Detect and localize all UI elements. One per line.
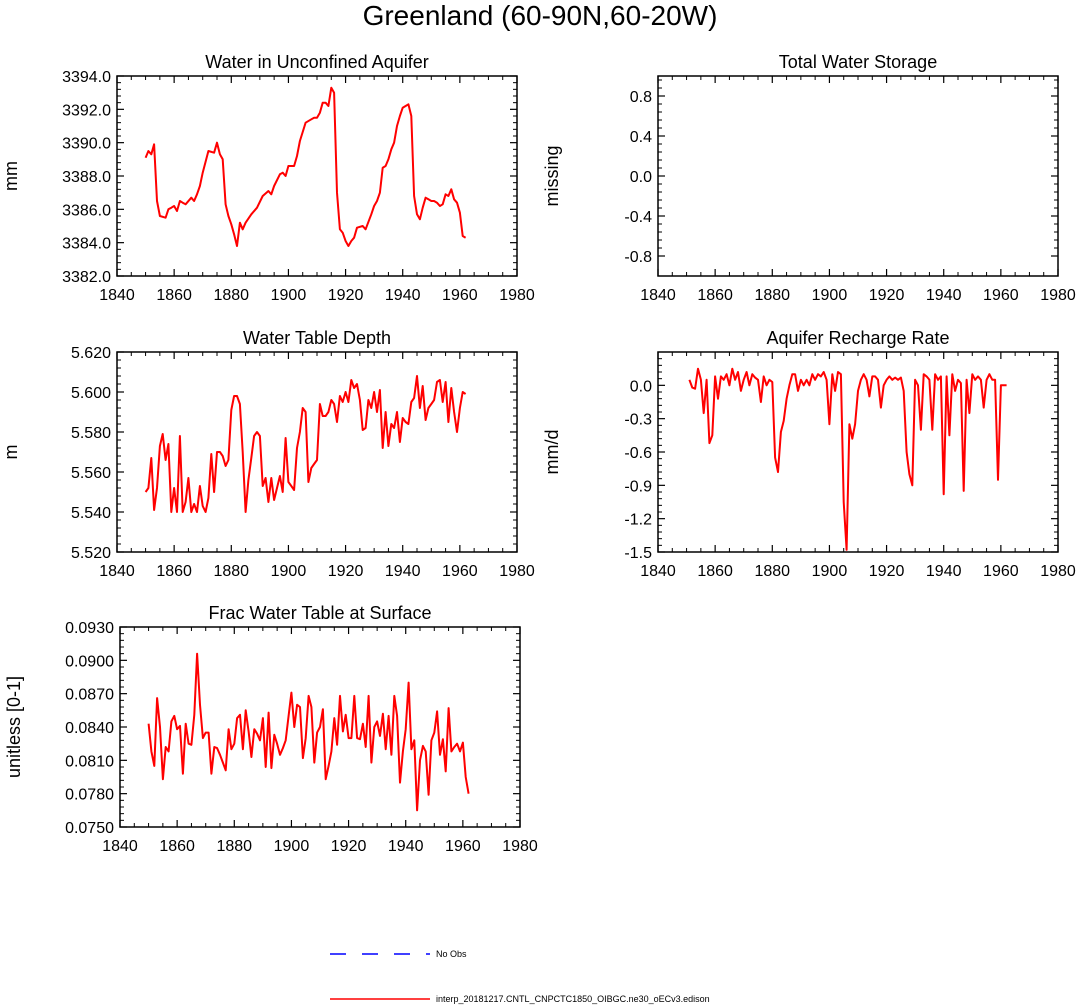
series-line-model <box>688 367 1007 551</box>
x-tick-label: 1840 <box>640 287 676 304</box>
panel-title: Aquifer Recharge Rate <box>766 328 949 348</box>
x-tick-label: 1960 <box>442 287 478 304</box>
y-tick-label: 5.540 <box>71 505 111 522</box>
panel-aquifer-recharge-rate: Aquifer Recharge Rate mm/d 1840 1860 1880 190… <box>542 328 1076 580</box>
x-tick-label: 1880 <box>754 287 790 304</box>
y-tick-label: 0.0930 <box>65 620 114 637</box>
y-tick-label: 0.0 <box>630 378 652 395</box>
x-tick-label: 1840 <box>102 838 138 855</box>
x-tick-label: 1900 <box>812 563 848 580</box>
x-tick-label: 1900 <box>274 838 310 855</box>
x-tick-label: 1900 <box>271 287 307 304</box>
y-axis-label: mm/d <box>542 430 562 475</box>
series-line-model <box>144 375 467 513</box>
x-tick-label: 1980 <box>1040 287 1076 304</box>
panel-frac-water-table: Frac Water Table at Surface unitless [0-1… <box>4 603 538 855</box>
y-tick-label: 5.620 <box>71 345 111 362</box>
y-tick-label: 0.0870 <box>65 687 114 704</box>
x-tick-label: 1940 <box>926 563 962 580</box>
y-tick-label: 0.8 <box>630 89 652 106</box>
plot-frame <box>657 75 1059 277</box>
x-tick-label: 1880 <box>213 563 249 580</box>
x-tick-label: 1860 <box>159 838 195 855</box>
y-tick-label: 3388.0 <box>62 169 111 186</box>
series-line-model <box>144 86 467 247</box>
y-axis-label: unitless [0-1] <box>4 676 24 778</box>
x-tick-label: 1960 <box>445 838 481 855</box>
y-tick-label: 0.0 <box>630 169 652 186</box>
panel-water-table-depth: Water Table Depth m 1840 1860 1880 1900 1920 19… <box>1 328 535 580</box>
x-tick-label: 1880 <box>216 838 252 855</box>
y-tick-label: 0.0900 <box>65 653 114 670</box>
y-tick-label: 5.520 <box>71 545 111 562</box>
x-tick-label: 1860 <box>156 287 192 304</box>
x-tick-label: 1840 <box>99 563 135 580</box>
y-tick-label: -0.9 <box>624 478 652 495</box>
y-tick-label: 0.0780 <box>65 787 114 804</box>
y-tick-label: 3386.0 <box>62 202 111 219</box>
x-tick-label: 1860 <box>156 563 192 580</box>
x-tick-label: 1860 <box>697 563 733 580</box>
y-tick-label: -0.4 <box>624 209 652 226</box>
x-tick-label: 1980 <box>1040 563 1076 580</box>
x-tick-label: 1920 <box>328 287 364 304</box>
y-tick-label: 0.4 <box>630 129 652 146</box>
x-tick-label: 1980 <box>502 838 538 855</box>
x-tick-label: 1940 <box>385 563 421 580</box>
y-tick-label: 0.0750 <box>65 820 114 837</box>
y-tick-label: -0.6 <box>624 445 652 462</box>
y-tick-label: 5.580 <box>71 425 111 442</box>
x-tick-label: 1980 <box>499 563 535 580</box>
y-tick-label: -0.8 <box>624 249 652 266</box>
y-tick-label: 5.600 <box>71 385 111 402</box>
y-tick-label: 3394.0 <box>62 69 111 86</box>
y-axis-label: m <box>1 445 21 460</box>
x-tick-label: 1960 <box>442 563 478 580</box>
x-tick-label: 1960 <box>983 563 1019 580</box>
panel-water-unconfined-aquifer: Water in Unconfined Aquifer mm 1840 1860 188… <box>1 52 535 304</box>
y-tick-label: -1.5 <box>624 545 652 562</box>
y-axis-label: mm <box>1 161 21 191</box>
y-tick-label: 0.0840 <box>65 720 114 737</box>
x-tick-label: 1860 <box>697 287 733 304</box>
x-tick-label: 1920 <box>328 563 364 580</box>
y-tick-label: -0.3 <box>624 412 652 429</box>
legend-model-label: interp_20181217.CNTL_CNPCTC1850_OIBGC.ne… <box>436 994 710 1004</box>
x-tick-label: 1920 <box>331 838 367 855</box>
x-tick-label: 1840 <box>99 287 135 304</box>
y-tick-label: 5.560 <box>71 465 111 482</box>
x-tick-label: 1840 <box>640 563 676 580</box>
x-tick-label: 1920 <box>869 563 905 580</box>
x-tick-label: 1900 <box>812 287 848 304</box>
x-tick-label: 1980 <box>499 287 535 304</box>
x-tick-label: 1940 <box>926 287 962 304</box>
y-tick-label: 3392.0 <box>62 102 111 119</box>
panel-title: Water Table Depth <box>243 328 391 348</box>
y-tick-label: 3384.0 <box>62 236 111 253</box>
y-tick-label: 3390.0 <box>62 136 111 153</box>
x-tick-label: 1880 <box>754 563 790 580</box>
y-tick-label: 3382.0 <box>62 269 111 286</box>
series-line-model <box>147 652 470 812</box>
panel-title: Frac Water Table at Surface <box>208 603 431 623</box>
x-tick-label: 1920 <box>869 287 905 304</box>
x-tick-label: 1940 <box>388 838 424 855</box>
panel-total-water-storage: Total Water Storage missing 1840 1860 1880 19… <box>542 52 1076 304</box>
x-tick-label: 1960 <box>983 287 1019 304</box>
y-axis-label: missing <box>542 145 562 206</box>
y-tick-label: -1.2 <box>624 512 652 529</box>
x-tick-label: 1880 <box>213 287 249 304</box>
panel-title: Total Water Storage <box>779 52 937 72</box>
x-tick-label: 1900 <box>271 563 307 580</box>
x-tick-label: 1940 <box>385 287 421 304</box>
legend-obs-label: No Obs <box>436 949 467 959</box>
y-tick-label: 0.0810 <box>65 753 114 770</box>
figure-title: Greenland (60-90N,60-20W) <box>362 0 718 31</box>
legend: No Obs interp_20181217.CNTL_CNPCTC1850_O… <box>330 949 710 1004</box>
plot-frame <box>116 75 518 277</box>
panel-title: Water in Unconfined Aquifer <box>205 52 428 72</box>
